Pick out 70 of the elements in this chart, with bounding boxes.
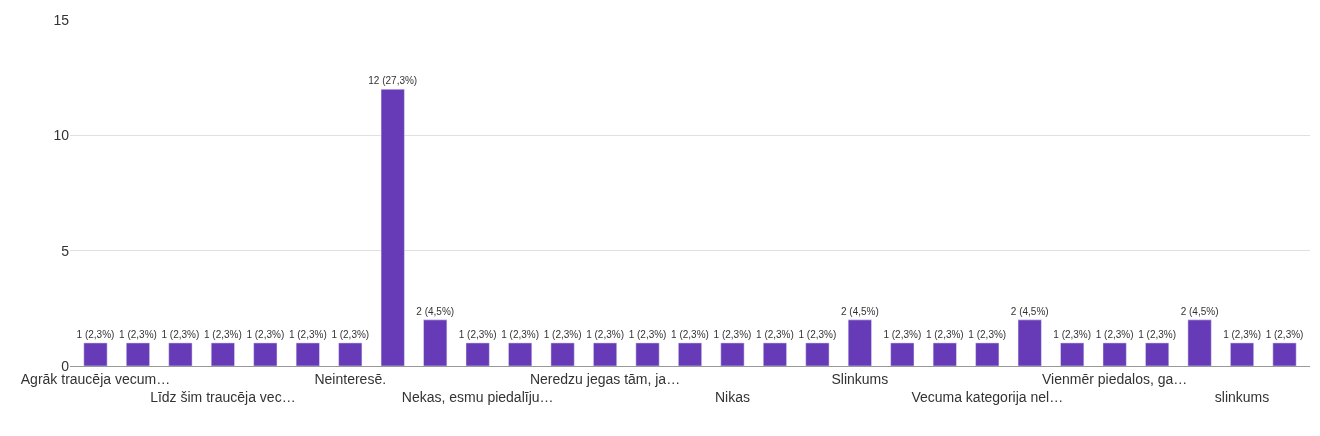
data-label: 1 (2,3%): [586, 328, 624, 340]
bar: [380, 88, 405, 366]
bar: [550, 342, 575, 366]
y-tick-label: 5: [61, 242, 70, 259]
bar: [932, 342, 957, 366]
y-tick-label: 10: [53, 127, 70, 144]
bar: [1272, 342, 1297, 366]
x-tick-label: Neinteresē.: [314, 370, 387, 387]
bar: [1102, 342, 1127, 366]
bar: [338, 342, 363, 366]
bar: [253, 342, 278, 366]
data-label: 1 (2,3%): [161, 328, 200, 340]
data-label: 1 (2,3%): [331, 328, 370, 340]
bar: [465, 342, 490, 366]
x-tick-label: Slinkums: [831, 370, 889, 387]
data-label: 1 (2,3%): [246, 328, 285, 340]
data-label: 1 (2,3%): [671, 328, 709, 340]
bar: [763, 342, 787, 366]
bar: [508, 342, 533, 366]
bar: [1230, 342, 1254, 366]
bar: [720, 342, 745, 366]
data-label: 1 (2,3%): [883, 328, 922, 340]
bar: [210, 342, 235, 366]
bar: [847, 319, 872, 366]
x-tick-label: slinkums: [1214, 389, 1270, 405]
data-label: 1 (2,3%): [458, 328, 497, 340]
bar: [83, 342, 108, 366]
data-label: 1 (2,3%): [501, 328, 540, 340]
x-tick-label: Līdz šim traucēja vec…: [150, 389, 296, 405]
bar: [168, 342, 193, 366]
x-tick-label: Vecuma kategorija nel…: [911, 389, 1064, 405]
data-label: 2 (4,5%): [1180, 305, 1219, 317]
data-label: 1 (2,3%): [1265, 328, 1304, 340]
data-label: 1 (2,3%): [968, 328, 1007, 340]
bar: [126, 342, 150, 366]
x-tick-label: Vienmēr piedalos, ga…: [1042, 370, 1188, 387]
data-label: 12 (27,3%): [368, 75, 418, 87]
data-label: 1 (2,3%): [925, 328, 964, 340]
data-label: 1 (2,3%): [288, 328, 327, 340]
data-label: 1 (2,3%): [119, 328, 157, 340]
data-label: 1 (2,3%): [1053, 328, 1092, 340]
data-label: 1 (2,3%): [713, 328, 752, 340]
bar: [975, 342, 1000, 366]
bar: [593, 342, 617, 366]
data-label: 1 (2,3%): [543, 328, 582, 340]
data-label: 2 (4,5%): [1010, 305, 1049, 317]
x-tick-label: Neredzu jegas tām, ja…: [529, 370, 681, 387]
bar: [890, 342, 915, 366]
data-label: 2 (4,5%): [416, 305, 455, 317]
bar: [295, 342, 320, 366]
x-tick-label: Nekas, esmu piedalīju…: [401, 389, 554, 405]
data-label: 2 (4,5%): [840, 305, 879, 317]
y-tick-label: 15: [53, 11, 70, 28]
bar: [1060, 342, 1085, 366]
bar: [1145, 342, 1170, 366]
bar: [1017, 319, 1042, 366]
data-label: 1 (2,3%): [1223, 328, 1261, 340]
data-label: 1 (2,3%): [628, 328, 667, 340]
x-tick-label: Nikas: [714, 389, 750, 405]
bar: [805, 342, 830, 366]
data-label: 1 (2,3%): [1138, 328, 1177, 340]
data-label: 1 (2,3%): [76, 328, 115, 340]
bar: [678, 342, 702, 366]
data-label: 1 (2,3%): [203, 328, 242, 340]
bar: [635, 342, 660, 366]
data-label: 1 (2,3%): [798, 328, 837, 340]
data-label: 1 (2,3%): [756, 328, 794, 340]
bar: [423, 319, 448, 366]
data-label: 1 (2,3%): [1095, 328, 1134, 340]
bar: [1187, 319, 1212, 366]
